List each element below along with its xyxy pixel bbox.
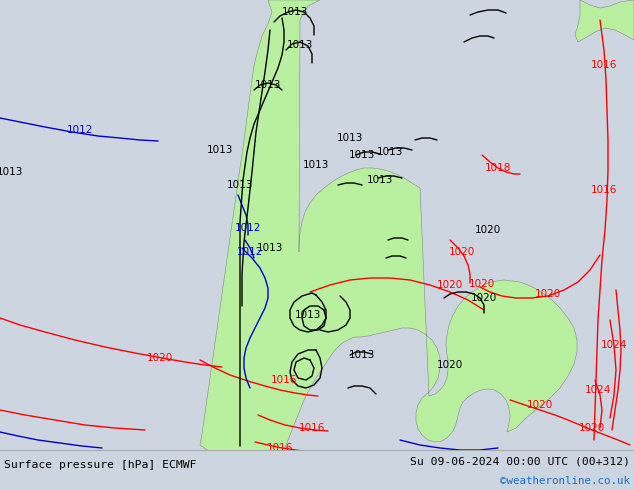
Text: 1013: 1013 [349, 350, 375, 360]
Text: 1013: 1013 [337, 133, 363, 143]
Text: 1020: 1020 [449, 247, 475, 257]
Text: 1013: 1013 [295, 310, 321, 320]
Text: 1018: 1018 [485, 163, 511, 173]
Text: 1020: 1020 [471, 293, 497, 303]
Text: 1013: 1013 [349, 150, 375, 160]
Text: 1013: 1013 [257, 243, 283, 253]
Polygon shape [575, 0, 634, 42]
Text: 1016: 1016 [591, 185, 617, 195]
Text: 1020: 1020 [527, 400, 553, 410]
Text: 1013: 1013 [281, 7, 308, 17]
Text: 1020: 1020 [579, 423, 605, 433]
Text: 1013: 1013 [303, 160, 329, 170]
Text: Su 09-06-2024 00:00 UTC (00+312): Su 09-06-2024 00:00 UTC (00+312) [410, 456, 630, 466]
Text: 1016: 1016 [591, 60, 617, 70]
Text: 1013: 1013 [367, 175, 393, 185]
Text: 1013: 1013 [287, 40, 313, 50]
Text: ©weatheronline.co.uk: ©weatheronline.co.uk [500, 476, 630, 486]
Text: 1013: 1013 [207, 145, 233, 155]
Text: 1016: 1016 [267, 443, 293, 453]
Text: 1013: 1013 [0, 167, 23, 177]
Text: 1012: 1012 [235, 223, 261, 233]
Text: 1020: 1020 [475, 225, 501, 235]
Text: 1020: 1020 [147, 353, 173, 363]
Text: 1013: 1013 [377, 147, 403, 157]
Text: Surface pressure [hPa] ECMWF: Surface pressure [hPa] ECMWF [4, 460, 197, 470]
Text: 1016: 1016 [299, 423, 325, 433]
Text: 1013: 1013 [227, 180, 253, 190]
Text: 1024: 1024 [601, 340, 627, 350]
Text: 1020: 1020 [437, 360, 463, 370]
Text: 1016: 1016 [271, 375, 297, 385]
Text: 1013: 1013 [255, 80, 281, 90]
Text: 1020: 1020 [469, 279, 495, 289]
Polygon shape [200, 0, 577, 490]
Text: 1012: 1012 [67, 125, 93, 135]
Text: 1020: 1020 [437, 280, 463, 290]
Text: 1012: 1012 [237, 247, 263, 257]
Text: 1024: 1024 [585, 385, 611, 395]
Text: 1020: 1020 [535, 289, 561, 299]
